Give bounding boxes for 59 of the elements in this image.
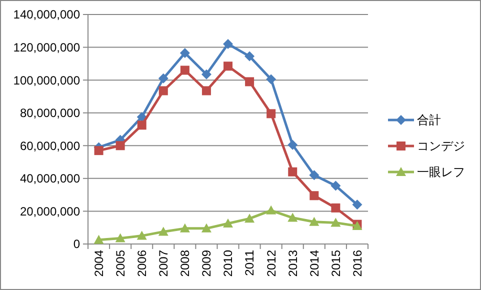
point xyxy=(288,212,298,222)
point xyxy=(245,77,254,86)
legend-label: コンデジ xyxy=(417,139,465,154)
x-tick-label: 2016 xyxy=(350,250,364,277)
x-tick-label: 2006 xyxy=(135,250,150,277)
x-tick-label: 2004 xyxy=(92,250,106,277)
point xyxy=(288,167,298,176)
point xyxy=(137,120,146,130)
point xyxy=(266,109,276,118)
point xyxy=(116,141,125,150)
x-tick-label: 2013 xyxy=(286,250,300,277)
point xyxy=(224,62,232,71)
x-tick-label: 2010 xyxy=(221,250,236,277)
point xyxy=(158,73,168,84)
point xyxy=(180,66,190,75)
point xyxy=(244,51,255,62)
x-tick-label: 2009 xyxy=(200,250,214,277)
x-tick-label: 2014 xyxy=(307,250,322,277)
x-tick-label: 2011 xyxy=(242,250,257,276)
point xyxy=(180,48,190,58)
y-tick-label: 100,000,000 xyxy=(13,73,80,88)
y-tick-label: 120,000,000 xyxy=(13,40,80,54)
point xyxy=(244,214,255,223)
x-tick-label: 2007 xyxy=(156,250,171,277)
point xyxy=(115,233,126,242)
point xyxy=(266,205,276,214)
point xyxy=(223,39,233,50)
x-tick-label: 2015 xyxy=(328,250,343,277)
point xyxy=(266,74,276,84)
point xyxy=(158,226,168,236)
point xyxy=(201,223,212,232)
point xyxy=(331,203,340,212)
y-tick-label: 60,000,000 xyxy=(20,138,80,153)
point xyxy=(201,69,212,80)
point xyxy=(223,218,233,228)
point xyxy=(288,140,298,150)
point xyxy=(330,218,341,227)
y-tick-label: 40,000,000 xyxy=(20,172,80,186)
point xyxy=(136,230,147,240)
y-tick-label: 80,000,000 xyxy=(20,106,80,120)
point xyxy=(136,112,147,122)
point xyxy=(309,216,320,226)
point xyxy=(352,200,362,210)
legend-label: 一眼レフ xyxy=(417,165,465,180)
point xyxy=(94,146,104,156)
x-tick-label: 2005 xyxy=(114,250,128,277)
point xyxy=(180,223,190,232)
y-tick-label: 20,000,000 xyxy=(20,204,80,218)
x-tick-label: 2012 xyxy=(264,250,278,277)
point xyxy=(158,86,168,96)
legend-label: 合計 xyxy=(417,113,441,128)
y-tick-label: 0 xyxy=(73,237,80,252)
point xyxy=(310,191,319,200)
point xyxy=(330,180,341,191)
point xyxy=(94,234,104,244)
point xyxy=(202,86,211,96)
x-tick-label: 2008 xyxy=(178,250,192,277)
point xyxy=(309,170,320,180)
y-tick-label: 140,000,000 xyxy=(13,8,80,22)
